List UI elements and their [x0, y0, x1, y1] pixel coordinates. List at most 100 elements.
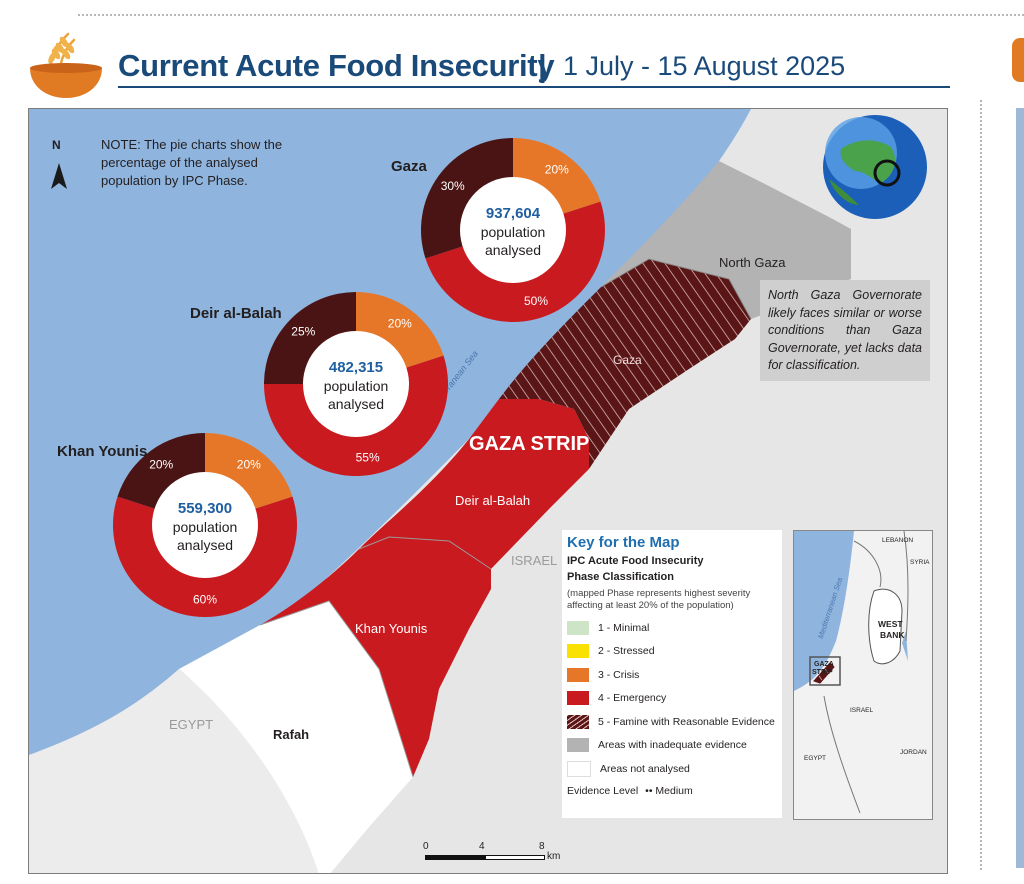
pie-value-label: 20% [545, 163, 569, 177]
page-header: Current Acute Food Insecurity | 1 July -… [0, 20, 960, 98]
north-gaza-area [601, 161, 851, 319]
pie-chart: 20% 60% 20% 559,300 population analysed [112, 433, 297, 617]
pie-population-caption: population [481, 224, 546, 240]
inset-gaza-label1: GAZA [814, 661, 834, 668]
scale-tick-4: 4 [479, 841, 485, 852]
khan-younis-area [260, 537, 491, 777]
pie-population-value: 482,315 [329, 359, 383, 376]
pie-center [152, 472, 258, 578]
evidence-level: Evidence Level •• Medium [567, 785, 777, 797]
pie-value-label: 20% [237, 458, 261, 472]
scale-tick-0: 0 [423, 841, 429, 852]
pie-value-label: 20% [149, 458, 173, 472]
deir-al-balah-area [359, 399, 589, 569]
map-legend: Key for the Map IPC Acute Food Insecurit… [562, 530, 782, 818]
inset-west-bank-label1: WEST [878, 619, 903, 629]
pie-chart: 20% 55% 25% 482,315 population analysed [264, 292, 448, 477]
inset-gaza-label2: STRIP [812, 669, 833, 676]
scale-unit: km [547, 851, 561, 862]
deir-al-balah-area-label: Deir al-Balah [455, 493, 531, 508]
evidence-symbol: •• [645, 784, 653, 797]
legend-item: 5 - Famine with Reasonable Evidence [567, 710, 777, 734]
legend-swatch [567, 667, 589, 682]
legend-label: 2 - Stressed [598, 645, 655, 658]
legend-item: 3 - Crisis [567, 663, 777, 687]
next-page-bowl-icon [1012, 38, 1024, 82]
title-underline [118, 86, 950, 88]
legend-label: 1 - Minimal [598, 621, 650, 634]
legend-swatch [567, 714, 589, 729]
pie-title: Gaza [391, 158, 427, 175]
egypt-area [29, 669, 319, 873]
legend-title: Key for the Map [567, 534, 680, 551]
legend-swatch [567, 620, 589, 635]
legend-subtitle-line2: Phase Classification [567, 571, 674, 583]
legend-item: 4 - Emergency [567, 687, 777, 711]
legend-label: Areas not analysed [600, 762, 690, 775]
pie-value-label: 55% [356, 451, 380, 465]
legend-swatch [567, 738, 589, 753]
inset-canvas [794, 531, 932, 819]
inset-gaza-box [809, 656, 841, 686]
grain-bowl-icon [30, 32, 102, 98]
legend-item: 2 - Stressed [567, 640, 777, 664]
legend-subtitle: IPC Acute Food Insecurity Phase Classifi… [567, 553, 777, 585]
legend-note: (mapped Phase represents highest severit… [567, 588, 751, 611]
gaza-area-label: Gaza [613, 353, 642, 367]
legend-swatch [567, 691, 589, 706]
pie-value-label: 60% [193, 593, 217, 607]
pie-population-caption: analysed [177, 537, 233, 553]
pie-value-label: 25% [291, 324, 315, 338]
pie-population-value: 559,300 [178, 500, 232, 517]
inset-west-bank [868, 588, 903, 665]
north-gaza-label: North Gaza [719, 255, 786, 270]
inset-sea [794, 531, 854, 691]
rafah-area-label: Rafah [273, 727, 310, 742]
pie-population-caption: analysed [485, 242, 541, 258]
scale-bar-black [425, 855, 485, 860]
inset-locator-map: LEBANON SYRIA WEST BANK GAZA STRIP ISRAE… [793, 530, 933, 820]
legend-swatch [567, 760, 591, 777]
legend-label: 3 - Crisis [598, 668, 640, 681]
inset-israel: ISRAEL [850, 707, 874, 714]
pie-center [460, 177, 566, 283]
pie-value-label: 20% [388, 317, 412, 331]
legend-item: Areas not analysed [567, 757, 777, 781]
egypt-label: EGYPT [169, 717, 214, 732]
legend-swatch [567, 644, 589, 659]
pie-note: NOTE: The pie charts show the percentage… [101, 137, 283, 188]
pie-title: Khan Younis [57, 443, 148, 460]
inset-syria: SYRIA [910, 559, 930, 566]
inset-west-bank-label2: BANK [880, 630, 905, 640]
page-title: Current Acute Food Insecurity [118, 48, 555, 83]
legend-subtitle-line1: IPC Acute Food Insecurity [567, 555, 704, 567]
north-arrow-icon [51, 163, 67, 189]
north-gaza-callout: North Gaza Governorate likely faces simi… [760, 280, 930, 381]
inset-jordan: JORDAN [900, 749, 927, 756]
legend-item: 1 - Minimal [567, 616, 777, 640]
globe-locator-icon [823, 115, 927, 219]
israel-label: ISRAEL [511, 553, 558, 568]
evidence-label: Evidence Level [567, 784, 639, 797]
top-dotted-divider [78, 14, 1024, 16]
legend-label: Areas with inadequate evidence [598, 739, 747, 752]
legend-item: Areas with inadequate evidence [567, 734, 777, 758]
pie-population-caption: population [324, 378, 389, 394]
scale-tick-8: 8 [539, 841, 545, 852]
legend-label: 4 - Emergency [598, 692, 667, 705]
next-page-map-edge [1016, 108, 1024, 868]
inset-lebanon: LEBANON [882, 537, 914, 544]
pie-chart: 20% 50% 30% 937,604 population analysed [421, 138, 605, 322]
pie-population-caption: population [173, 519, 238, 535]
pie-title: Deir al-Balah [190, 305, 282, 322]
analysis-period: 1 July - 15 August 2025 [563, 51, 846, 81]
scale-bar-white [485, 855, 545, 860]
pie-center [303, 331, 409, 437]
title-separator: | [538, 48, 547, 83]
legend-items: 1 - Minimal 2 - Stressed 3 - Crisis 4 - Eme… [567, 616, 777, 781]
khan-younis-area-label: Khan Younis [355, 621, 428, 636]
pie-value-label: 50% [524, 294, 548, 308]
pie-population-value: 937,604 [486, 205, 541, 222]
right-dotted-divider [980, 100, 982, 870]
evidence-value: Medium [655, 784, 693, 797]
